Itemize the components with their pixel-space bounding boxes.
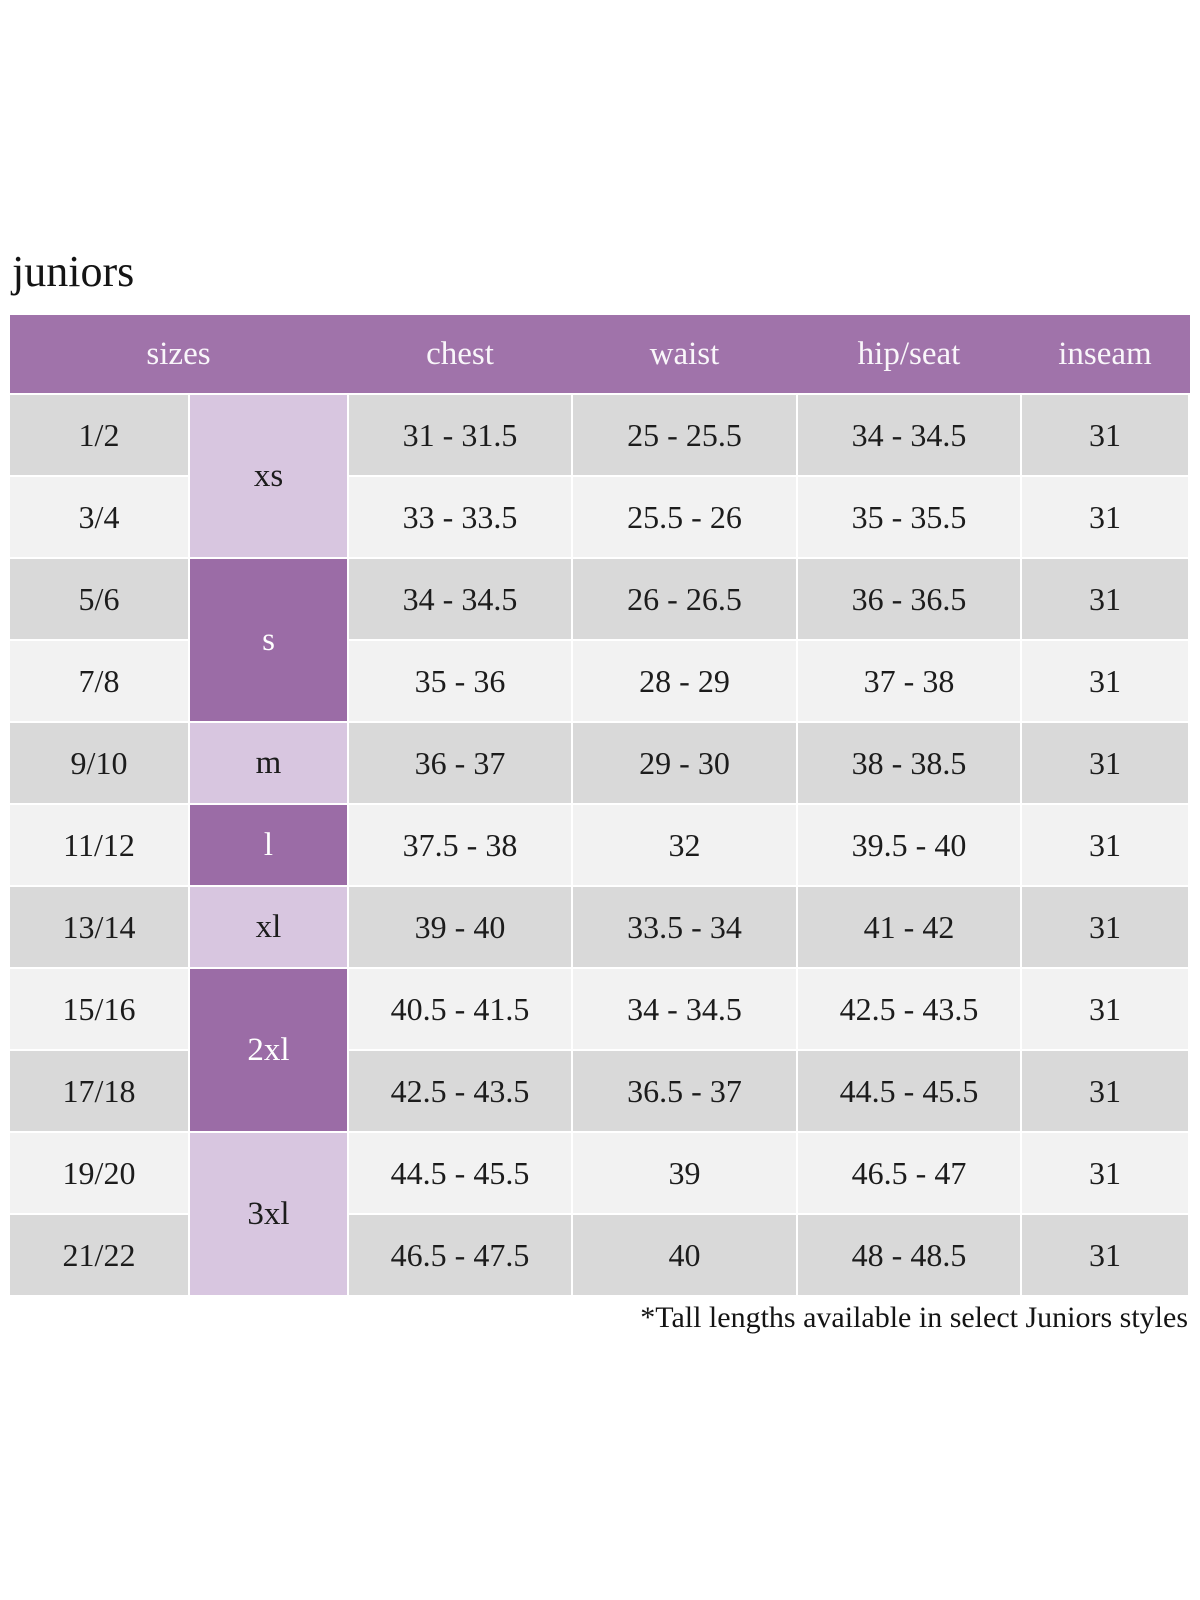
size-label-cell: 9/10	[10, 723, 188, 803]
inseam-cell: 31	[1022, 1051, 1188, 1131]
chest-cell: 34 - 34.5	[349, 559, 571, 639]
size-label-cell: 11/12	[10, 805, 188, 885]
size-label-cell: 15/16	[10, 969, 188, 1049]
chest-cell: 39 - 40	[349, 887, 571, 967]
hip-seat-cell: 35 - 35.5	[798, 477, 1020, 557]
waist-cell: 25.5 - 26	[573, 477, 796, 557]
chest-cell: 31 - 31.5	[349, 395, 571, 475]
column-header-hip-seat: hip/seat	[857, 335, 961, 372]
tall-lengths-footnote: *Tall lengths available in select Junior…	[640, 1301, 1188, 1334]
hip-seat-cell: 42.5 - 43.5	[798, 969, 1020, 1049]
letter-size-cell-3xl: 3xl	[190, 1133, 347, 1295]
chest-cell: 42.5 - 43.5	[349, 1051, 571, 1131]
inseam-cell: 31	[1022, 805, 1188, 885]
waist-cell: 26 - 26.5	[573, 559, 796, 639]
chest-cell: 35 - 36	[349, 641, 571, 721]
hip-seat-cell: 41 - 42	[798, 887, 1020, 967]
hip-seat-cell: 36 - 36.5	[798, 559, 1020, 639]
size-label-cell: 21/22	[10, 1215, 188, 1295]
size-label-cell: 1/2	[10, 395, 188, 475]
hip-seat-cell: 34 - 34.5	[798, 395, 1020, 475]
chest-cell: 33 - 33.5	[349, 477, 571, 557]
inseam-cell: 31	[1022, 1133, 1188, 1213]
size-label-cell: 7/8	[10, 641, 188, 721]
letter-size-cell-2xl: 2xl	[190, 969, 347, 1131]
hip-seat-cell: 46.5 - 47	[798, 1133, 1020, 1213]
size-label-cell: 3/4	[10, 477, 188, 557]
column-header-inseam: inseam	[1058, 335, 1152, 372]
size-label-cell: 13/14	[10, 887, 188, 967]
inseam-cell: 31	[1022, 477, 1188, 557]
waist-cell: 34 - 34.5	[573, 969, 796, 1049]
juniors-size-chart-table: sizes chest waist hip/seat inseam 1/2 3/…	[10, 315, 1190, 1295]
waist-cell: 29 - 30	[573, 723, 796, 803]
inseam-cell: 31	[1022, 723, 1188, 803]
letter-size-cell-s: s	[190, 559, 347, 721]
letter-size-cell-xs: xs	[190, 395, 347, 557]
letter-size-cell-l: l	[190, 805, 347, 885]
waist-cell: 36.5 - 37	[573, 1051, 796, 1131]
table-header-bar	[10, 315, 1190, 393]
inseam-cell: 31	[1022, 1215, 1188, 1295]
column-header-waist: waist	[649, 335, 720, 372]
column-header-sizes: sizes	[146, 335, 211, 372]
waist-cell: 39	[573, 1133, 796, 1213]
chest-cell: 46.5 - 47.5	[349, 1215, 571, 1295]
hip-seat-cell: 37 - 38	[798, 641, 1020, 721]
letter-size-cell-m: m	[190, 723, 347, 803]
inseam-cell: 31	[1022, 395, 1188, 475]
waist-cell: 33.5 - 34	[573, 887, 796, 967]
inseam-cell: 31	[1022, 559, 1188, 639]
inseam-cell: 31	[1022, 887, 1188, 967]
size-label-cell: 19/20	[10, 1133, 188, 1213]
letter-size-cell-xl: xl	[190, 887, 347, 967]
hip-seat-cell: 39.5 - 40	[798, 805, 1020, 885]
size-label-cell: 17/18	[10, 1051, 188, 1131]
waist-cell: 32	[573, 805, 796, 885]
chest-cell: 37.5 - 38	[349, 805, 571, 885]
chest-cell: 44.5 - 45.5	[349, 1133, 571, 1213]
page-title: juniors	[12, 247, 135, 296]
chest-cell: 40.5 - 41.5	[349, 969, 571, 1049]
waist-cell: 25 - 25.5	[573, 395, 796, 475]
hip-seat-cell: 38 - 38.5	[798, 723, 1020, 803]
hip-seat-cell: 48 - 48.5	[798, 1215, 1020, 1295]
column-header-chest: chest	[426, 335, 494, 372]
inseam-cell: 31	[1022, 969, 1188, 1049]
chest-cell: 36 - 37	[349, 723, 571, 803]
size-label-cell: 5/6	[10, 559, 188, 639]
inseam-cell: 31	[1022, 641, 1188, 721]
hip-seat-cell: 44.5 - 45.5	[798, 1051, 1020, 1131]
waist-cell: 28 - 29	[573, 641, 796, 721]
waist-cell: 40	[573, 1215, 796, 1295]
